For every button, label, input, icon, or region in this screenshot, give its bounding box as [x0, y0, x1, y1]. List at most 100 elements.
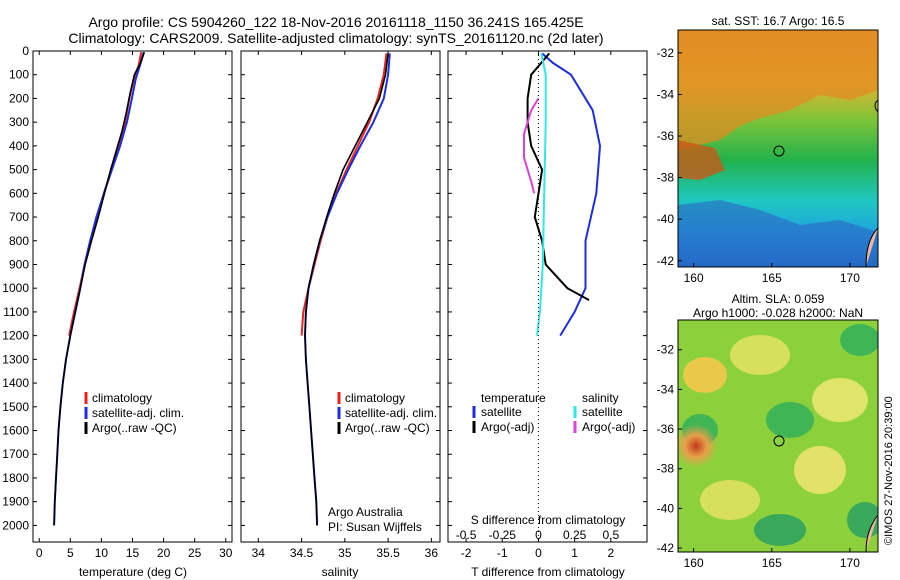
depth-tick-label: 100	[9, 68, 29, 82]
lat-tick-label: -32	[657, 343, 675, 357]
x-tick-label: 0	[535, 546, 542, 560]
depth-tick-label: 700	[9, 210, 29, 224]
header-line-1: Argo profile: CS 5904260_122 18-Nov-2016…	[88, 14, 583, 30]
sst-warm-front	[678, 30, 878, 150]
lat-tick-label: -32	[657, 46, 675, 60]
s-diff-tick-label: 0.25	[563, 528, 587, 542]
lon-tick-label: 160	[684, 271, 704, 285]
sla-map-title-2: Argo h1000: -0.028 h2000: NaN	[693, 306, 863, 320]
lat-tick-label: -38	[657, 462, 675, 476]
s-diff-tick-label: 0.5	[602, 528, 619, 542]
depth-tick-label: 2000	[2, 518, 29, 532]
sst-argo-position-marker	[773, 145, 785, 157]
legend-label-s-argo: Argo(-adj)	[582, 420, 635, 434]
legend-label-t-argo: Argo(-adj)	[481, 420, 534, 434]
depth-axis: 0 100 200 300 400 500 600 700 800 900 1000 1100 1200…	[2, 44, 647, 532]
depth-tick-label: 1100	[3, 305, 29, 319]
x-tick-label: 10	[95, 546, 109, 560]
x-tick-label: 5	[67, 546, 74, 560]
s-diff-x-ticks: -0.5-0.2500.250.5	[456, 528, 620, 542]
x-tick-label: -2	[461, 546, 472, 560]
depth-tick-label: 1400	[2, 376, 29, 390]
sst-cool-tongue	[678, 200, 878, 267]
lat-tick-label: -36	[657, 129, 675, 143]
series-line-satellite-adj-clim-	[303, 53, 391, 526]
sla-blob	[683, 357, 727, 393]
depth-tick-label: 1500	[2, 400, 29, 414]
series-line-t-argo-adj	[526, 52, 590, 301]
lat-tick-label: -34	[657, 87, 675, 101]
depth-tick-label: 200	[9, 91, 29, 105]
imos-credit: ©IMOS 27-Nov-2016 20:39:00	[883, 396, 895, 545]
depth-tick-label: 800	[9, 234, 29, 248]
legend-label-climatology: climatology	[345, 391, 405, 405]
sst-map	[678, 30, 878, 267]
s-diff-axis-label: S difference from climatology	[471, 513, 626, 527]
series-line-s-satellite	[536, 53, 547, 336]
lon-tick-label: 165	[762, 271, 782, 285]
x-tick-label: 0	[36, 546, 43, 560]
sla-blob	[812, 378, 868, 422]
legend-label-climatology: climatology	[92, 391, 152, 405]
temperature-series-layer	[53, 51, 146, 526]
lat-tick-label: -36	[657, 422, 675, 436]
legend-header-temperature: temperature	[481, 391, 546, 405]
sst-coastline	[874, 99, 878, 113]
temperature-x-ticks: 0 5 10 15 20 25 30	[36, 51, 233, 560]
lat-tick-label: -42	[657, 254, 675, 268]
temperature-panel-frame	[32, 50, 233, 543]
lat-tick-label: -38	[657, 171, 675, 185]
sla-blob-low	[840, 324, 878, 356]
sla-argo-position-marker	[773, 435, 785, 447]
depth-tick-label: 1300	[2, 352, 29, 366]
depth-tick-label: 1000	[2, 281, 29, 295]
lon-tick-label: 170	[840, 556, 860, 570]
temperature-legend: climatology satellite-adj. clim. Argo(..…	[84, 391, 184, 435]
series-line-t-satellite	[541, 52, 602, 337]
lon-tick-label: 165	[762, 556, 782, 570]
x-tick-label: 25	[188, 546, 202, 560]
lon-tick-label: 170	[840, 271, 860, 285]
salinity-panel-frame	[240, 50, 441, 543]
sst-lon-ticks: 160 165 170	[684, 263, 860, 285]
sst-map-title: sat. SST: 16.7 Argo: 16.5	[712, 14, 845, 28]
sla-map-frame	[677, 319, 879, 553]
t-diff-axis-label: T difference from climatology	[471, 565, 625, 579]
depth-tick-label: 600	[9, 186, 29, 200]
legend-label-s-satellite: satellite	[582, 405, 623, 419]
sla-blob-low	[766, 402, 814, 438]
sla-blob	[700, 480, 760, 520]
lat-tick-label: -40	[657, 212, 675, 226]
depth-tick-label: 900	[9, 257, 29, 271]
depth-tick-label: 0	[22, 44, 29, 58]
legend-header-salinity: salinity	[582, 391, 619, 405]
series-line-climatology	[300, 53, 388, 336]
series-line-s-argo-adj	[523, 97, 540, 194]
s-diff-tick-label: -0.5	[456, 528, 477, 542]
x-tick-label: 1	[571, 546, 578, 560]
sla-blob	[794, 446, 846, 494]
salinity-x-ticks: 34 34.5 35 35.5 36	[252, 51, 438, 560]
x-tick-label: 2	[607, 546, 614, 560]
lat-tick-label: -34	[657, 382, 675, 396]
depth-tick-label: 300	[9, 115, 29, 129]
depth-tick-label: 1600	[2, 424, 29, 438]
lat-tick-label: -40	[657, 501, 675, 515]
sst-lat-ticks: -32 -34 -36 -38 -40 -42	[657, 46, 682, 268]
difference-series-layer	[523, 52, 602, 337]
salinity-axis-label: salinity	[322, 565, 359, 579]
annotation-argo-australia: Argo Australia	[328, 505, 403, 519]
depth-tick-label: 1900	[2, 495, 29, 509]
difference-panel-frame	[447, 50, 648, 543]
x-tick-label: 20	[157, 546, 171, 560]
depth-tick-label: 1700	[2, 447, 29, 461]
difference-legend: temperature satellite Argo(-adj) salinit…	[472, 391, 635, 434]
sst-map-frame	[677, 29, 879, 268]
sla-blob-low	[754, 514, 806, 546]
x-tick-label: 34.5	[290, 546, 314, 560]
temperature-axis-label: temperature (deg C)	[79, 565, 187, 579]
header-line-2: Climatology: CARS2009. Satellite-adjuste…	[68, 30, 603, 46]
annotation-pi: PI: Susan Wijffels	[328, 520, 422, 534]
sla-map-title-1: Altim. SLA: 0.059	[732, 292, 825, 306]
x-tick-label: 30	[219, 546, 233, 560]
